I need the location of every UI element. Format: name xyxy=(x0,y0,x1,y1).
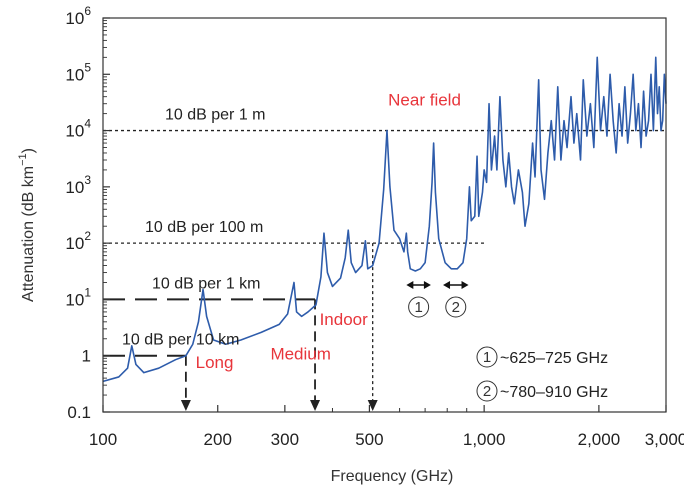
window-arrowhead-left xyxy=(406,281,414,289)
y-tick-label-exponent: 6 xyxy=(84,4,91,18)
region-label: Near field xyxy=(388,90,461,109)
reference-line-label: 10 dB per 1 km xyxy=(152,275,261,292)
y-tick-label-exponent: 5 xyxy=(84,60,91,74)
legend: 1 ~625–725 GHz 2 ~780–910 GHz xyxy=(476,346,608,402)
y-tick-label: 105 xyxy=(65,60,91,84)
y-tick-label: 101 xyxy=(65,285,91,309)
y-tick-label-base: 10 xyxy=(65,65,84,84)
legend-number: 2 xyxy=(483,383,491,400)
y-axis-label: Attenuation (dB km−1) xyxy=(17,148,37,302)
attenuation-series-line xyxy=(102,56,667,383)
reference-line-label: 10 dB per 1 m xyxy=(165,107,266,124)
x-axis-ticks: 100 200 300 500 1,000 2,000 3,000 xyxy=(89,405,684,449)
legend-number: 1 xyxy=(483,349,491,366)
region-label: Medium xyxy=(270,345,330,364)
y-tick-label-base: 10 xyxy=(65,290,84,309)
y-axis-label-main: Attenuation (dB km xyxy=(20,166,37,302)
x-tick-label: 300 xyxy=(271,430,299,449)
y-tick-label: 0.1 xyxy=(67,403,91,422)
legend-text: ~625–725 GHz xyxy=(500,350,608,367)
window-circle xyxy=(408,296,430,318)
region-label: Long xyxy=(196,353,234,372)
y-tick-label-base: 10 xyxy=(65,9,84,28)
y-tick-label-base: 10 xyxy=(65,234,84,253)
y-tick-label-exponent: 1 xyxy=(84,285,91,299)
window-number: 2 xyxy=(452,299,460,316)
y-tick-label: 1 xyxy=(82,347,91,366)
legend-circle xyxy=(476,380,498,402)
x-axis-label: Frequency (GHz) xyxy=(331,468,454,485)
drop-line-arrowhead xyxy=(180,400,191,411)
y-axis-label-close: ) xyxy=(20,148,37,153)
window-circle xyxy=(445,296,467,318)
y-tick-label-exponent: 2 xyxy=(84,229,91,243)
legend-circle xyxy=(476,346,498,368)
y-tick-label: 104 xyxy=(65,117,91,141)
region-labels: Long Medium Indoor Near field xyxy=(196,90,461,372)
window-arrowhead-right xyxy=(423,281,431,289)
drop-line-arrowhead xyxy=(367,400,378,411)
y-tick-label-base: 10 xyxy=(65,122,84,141)
y-tick-label: 102 xyxy=(65,229,91,253)
reference-line-labels: 10 dB per 1 m 10 dB per 100 m 10 dB per 1 … xyxy=(122,107,266,349)
window-number: 1 xyxy=(414,299,422,316)
x-tick-label: 100 xyxy=(89,430,117,449)
y-tick-label-exponent: 3 xyxy=(84,173,91,187)
drop-lines xyxy=(180,243,378,411)
reference-line-label: 10 dB per 10 km xyxy=(122,332,239,349)
y-tick-label-base: 10 xyxy=(65,178,84,197)
y-tick-label: 103 xyxy=(65,173,91,197)
x-tick-label: 500 xyxy=(355,430,383,449)
drop-line-arrowhead xyxy=(310,400,321,411)
plot-frame xyxy=(102,17,667,413)
x-tick-label: 2,000 xyxy=(578,430,621,449)
x-tick-label: 1,000 xyxy=(463,430,506,449)
x-tick-label: 200 xyxy=(204,430,232,449)
y-axis-label-exponent: −1 xyxy=(17,153,29,166)
y-tick-label-exponent: 4 xyxy=(84,117,91,131)
reference-line-label: 10 dB per 100 m xyxy=(145,219,263,236)
x-tick-label: 3,000 xyxy=(645,430,684,449)
y-tick-label: 106 xyxy=(65,4,91,28)
region-label: Indoor xyxy=(320,310,369,329)
window-arrowhead-right xyxy=(461,281,469,289)
window-arrowhead-left xyxy=(443,281,451,289)
legend-text: ~780–910 GHz xyxy=(500,384,608,401)
reference-lines xyxy=(103,129,666,357)
